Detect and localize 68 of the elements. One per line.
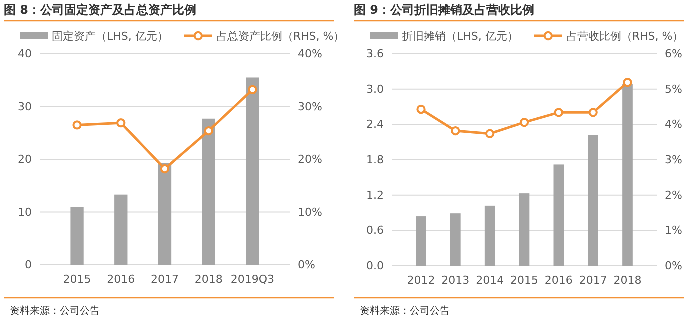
bar: [622, 84, 633, 266]
x-tick-label: 2014: [476, 274, 504, 287]
legend-label: 占总资产比例（RHS, %）: [216, 30, 345, 43]
x-tick-label: 2017: [579, 274, 608, 287]
point: [204, 126, 214, 136]
y2-tick-label: 30%: [298, 100, 322, 114]
legend-label: 折旧摊销（LHS, 亿元）: [402, 30, 518, 43]
y2-tick-label: 1%: [665, 224, 682, 238]
bar: [484, 206, 496, 266]
point: [623, 78, 632, 88]
y-tick-label: 0.0: [366, 260, 384, 273]
point: [116, 118, 126, 128]
y-tick-label: 1.8: [366, 154, 384, 167]
x-tick-label: 2016: [107, 272, 136, 286]
y-tick-label: 10: [18, 206, 32, 219]
y2-tick-label: 0%: [298, 258, 316, 272]
y2-tick-label: 2%: [665, 188, 682, 202]
bar: [114, 194, 128, 265]
y2-tick-label: 6%: [665, 48, 682, 61]
y2-tick-label: 40%: [298, 48, 322, 61]
y-tick-label: 3.6: [366, 48, 384, 61]
bar: [450, 214, 461, 266]
x-tick-label: 2019Q3: [230, 272, 275, 286]
x-tick-label: 2015: [63, 272, 92, 286]
y-tick-label: 20: [18, 153, 32, 166]
point: [160, 164, 170, 174]
bar: [70, 208, 84, 265]
point: [72, 120, 82, 130]
y-tick-label: 1.2: [366, 188, 384, 202]
y-tick-label: 0.6: [366, 224, 384, 238]
point: [554, 108, 564, 118]
point: [520, 118, 530, 128]
bar: [554, 164, 564, 266]
chart-title: 图 8：公司固定资产及占总资产比例: [4, 3, 197, 17]
point: [486, 129, 495, 138]
legend-label: 占营收比例（RHS, %）: [566, 30, 684, 43]
bar: [202, 118, 216, 265]
y-tick-label: 40: [18, 48, 32, 61]
x-tick-label: 2016: [544, 274, 573, 287]
text: 资料来源：公司公告: [360, 305, 450, 317]
y-tick-label: 3.0: [366, 82, 384, 96]
text: 资料来源：公司公告: [10, 305, 100, 317]
bar: [246, 78, 260, 265]
y2-tick-label: 0%: [665, 260, 682, 273]
bar: [588, 135, 598, 266]
x-tick-label: 2017: [151, 272, 179, 286]
chart-title: 图 9：公司折旧摊销及占营收比例: [354, 3, 535, 17]
y2-tick-label: 10%: [298, 206, 322, 219]
x-tick-label: 2018: [194, 272, 223, 286]
y2-tick-label: 4%: [665, 118, 682, 132]
y2-tick-label: 5%: [665, 82, 682, 96]
x-tick-label: 2018: [614, 274, 642, 287]
bar: [416, 216, 426, 266]
y2-tick-label: 20%: [298, 153, 322, 166]
point: [248, 85, 258, 94]
point: [416, 104, 426, 114]
x-tick-label: 2012: [407, 274, 436, 287]
x-tick-label: 2015: [510, 274, 538, 287]
bar: [519, 194, 530, 266]
y-tick-label: 30: [18, 100, 32, 114]
x-tick-label: 2013: [442, 274, 470, 287]
y2-tick-label: 3%: [665, 154, 682, 167]
legend-label: 固定资产（LHS, 亿元）: [52, 30, 168, 43]
point: [451, 126, 460, 136]
y-tick-label: 0: [25, 258, 32, 272]
bar: [158, 163, 172, 265]
y-tick-label: 2.4: [366, 118, 384, 132]
point: [588, 108, 598, 118]
